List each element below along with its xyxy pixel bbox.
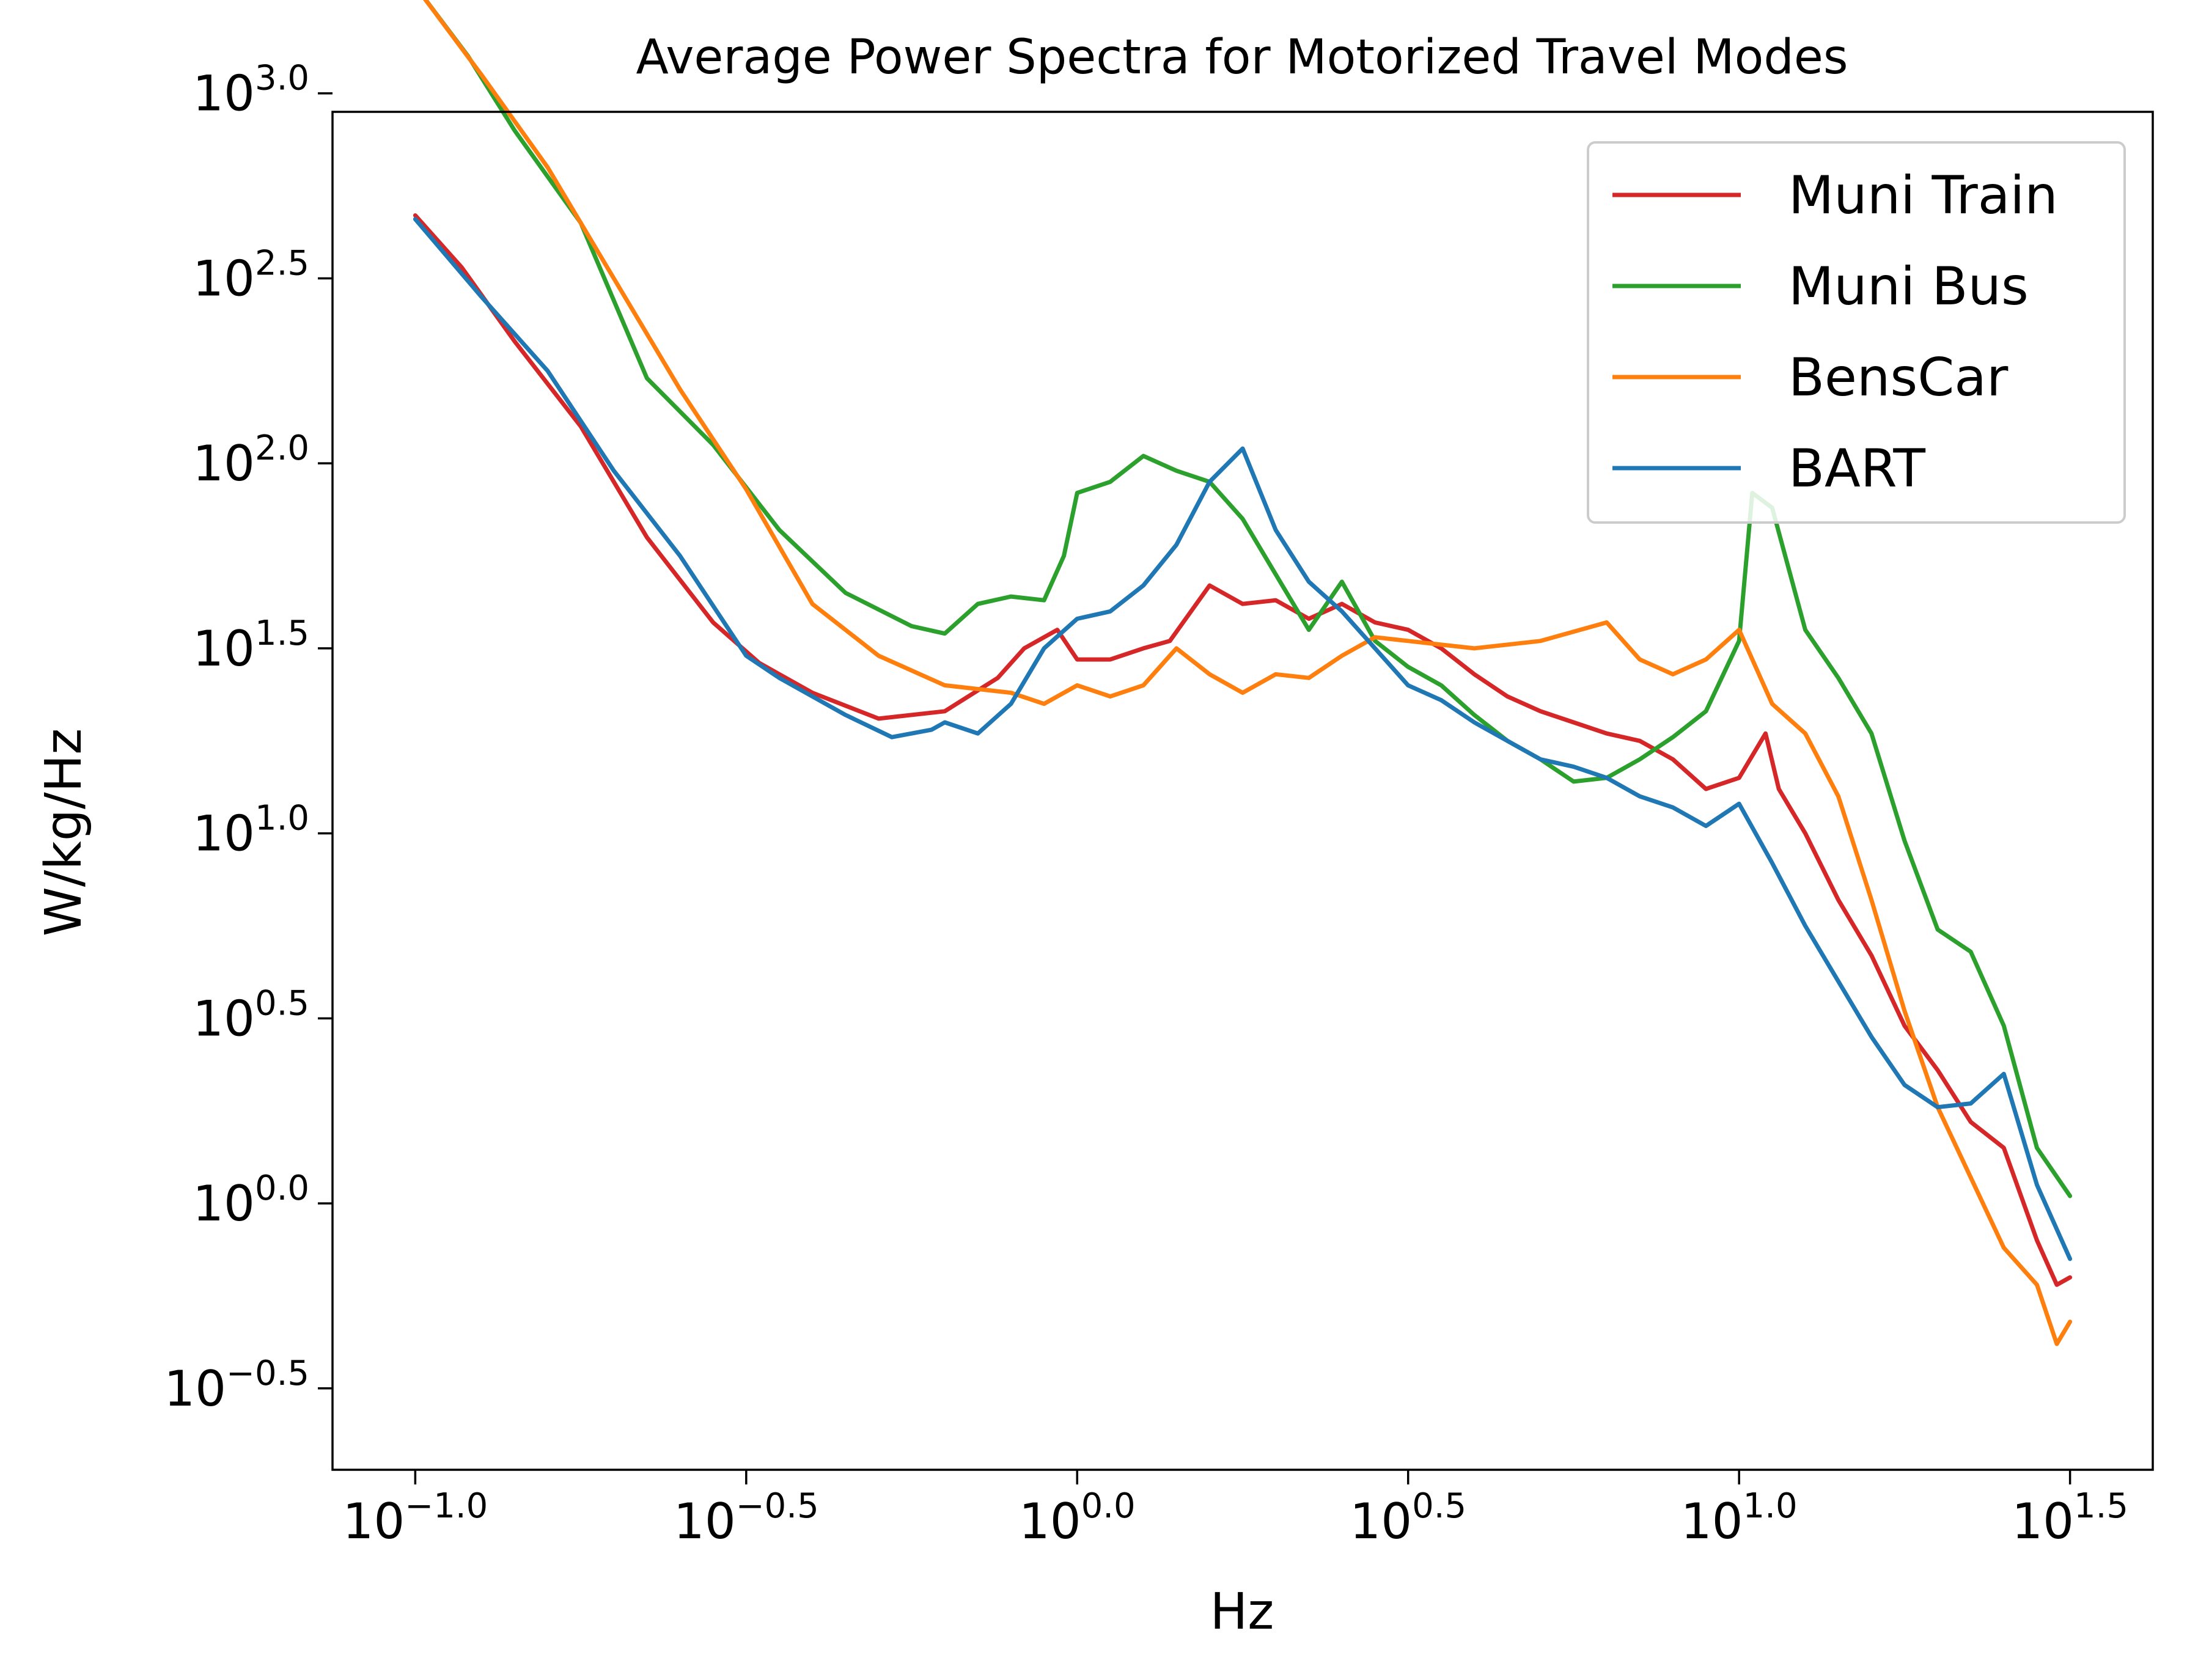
legend-entry-label: Muni Bus [1788,256,2029,317]
y-tick-label: 102.5 [193,243,309,307]
y-tick-label: 101.0 [193,799,309,862]
y-tick-label: 10−0.5 [164,1354,309,1417]
axes-frame [331,111,2154,1471]
legend-box [1587,141,2126,524]
series-line-benscar [423,0,2073,1346]
legend-entry-label: BensCar [1788,347,2009,408]
y-axis-label: W/kg/Hz [35,728,93,937]
series-line-muni-train [413,213,2073,1287]
x-axis-label: Hz [1210,1583,1274,1641]
legend: Muni Train Muni Bus BensCar BART [1587,141,2126,524]
x-tick-label: 10−0.5 [674,1486,819,1550]
legend-entry-label: Muni Train [1788,165,2058,226]
legend-entry-label: BART [1788,438,1925,499]
y-tick-label: 100.5 [193,983,309,1047]
y-tick-label: 100.0 [193,1168,309,1232]
series-line-bart [413,217,2073,1261]
x-tick-label: 101.0 [1681,1486,1798,1550]
series-line-muni-bus [423,0,2073,1198]
x-tick-label: 100.5 [1350,1486,1466,1550]
x-tick-label: 100.0 [1019,1486,1136,1550]
plot-area: 10−1.0 10−0.5 100.0 100.5 101.0 101.5 103.0 102… [164,0,2154,1550]
x-tick-label: 10−1.0 [342,1486,488,1550]
x-tick-label: 101.5 [2012,1486,2128,1550]
y-tick-label: 102.0 [193,428,309,492]
y-tick-label: 103.0 [193,59,309,122]
y-tick-label: 101.5 [193,614,309,677]
chart-title: Average Power Spectra for Motorized Trav… [636,30,1848,85]
